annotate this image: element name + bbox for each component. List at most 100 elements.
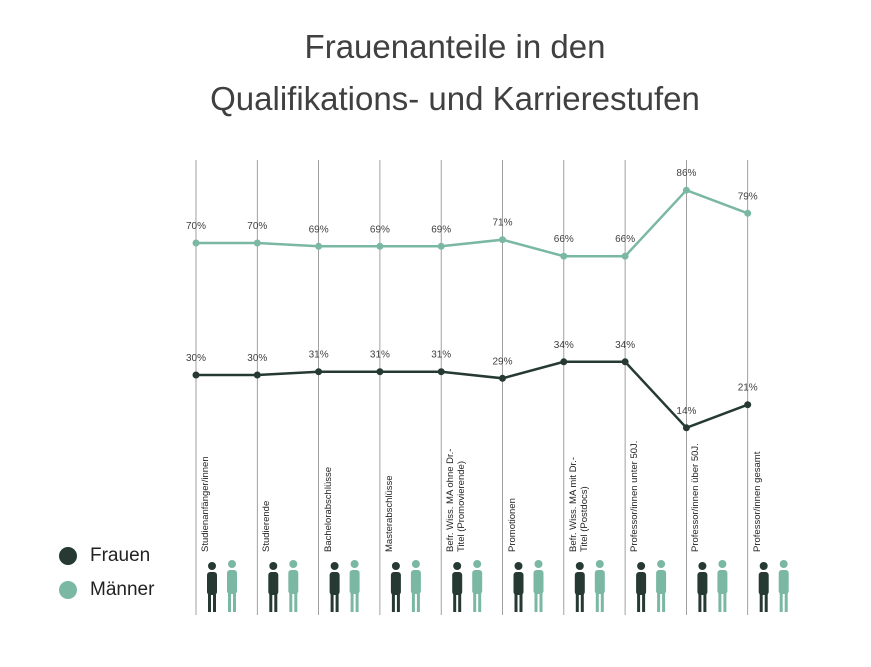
point xyxy=(315,242,323,250)
figure xyxy=(718,592,722,612)
legend-marker xyxy=(59,581,77,599)
figure xyxy=(458,593,462,612)
point xyxy=(437,242,445,250)
figure xyxy=(718,560,727,568)
figure xyxy=(228,560,236,568)
value-label: 31% xyxy=(431,350,451,361)
figure xyxy=(411,560,420,568)
figure xyxy=(656,570,667,594)
point xyxy=(437,368,445,376)
value-label: 69% xyxy=(431,224,451,235)
value-label: 79% xyxy=(738,191,758,202)
figure xyxy=(208,562,216,570)
figure xyxy=(390,572,401,595)
x-tick-label: Studienanfänger/innen xyxy=(200,456,211,552)
figure xyxy=(513,572,524,595)
figure xyxy=(330,562,339,570)
figure xyxy=(759,593,763,612)
line xyxy=(196,360,749,430)
figure xyxy=(580,593,584,612)
value-label: 21% xyxy=(738,383,758,394)
figure xyxy=(453,593,457,612)
point xyxy=(376,368,384,376)
figure xyxy=(410,570,421,594)
point xyxy=(253,239,261,247)
x-tick-label: Befr. Wiss. MA mit Dr.-Titel (Postdocs) xyxy=(567,456,590,552)
figure xyxy=(349,570,360,594)
chart-title: Frauenanteile in den xyxy=(305,28,606,65)
figure xyxy=(233,592,236,612)
figure xyxy=(274,593,278,612)
figure xyxy=(514,593,518,612)
value-label: 31% xyxy=(309,350,329,361)
figure xyxy=(784,592,788,612)
figure xyxy=(416,592,420,612)
figure xyxy=(637,593,641,612)
figure xyxy=(662,592,666,612)
x-tick-label: Professor/innen unter 50J. xyxy=(629,440,641,552)
figure xyxy=(335,593,339,612)
legend-label: Frauen xyxy=(90,545,150,566)
point xyxy=(682,186,690,194)
figure xyxy=(411,592,415,612)
figure xyxy=(294,592,298,612)
legend-label: Männer xyxy=(90,579,155,600)
figure xyxy=(758,572,769,595)
figure xyxy=(208,593,211,612)
figure xyxy=(472,570,483,594)
value-label: 86% xyxy=(676,168,696,179)
x-tick-label: Promotionen xyxy=(506,498,518,552)
figure xyxy=(228,592,231,612)
figure xyxy=(452,572,463,595)
value-label: 31% xyxy=(370,350,390,361)
point xyxy=(560,358,568,366)
value-label: 69% xyxy=(309,224,329,235)
value-label: 14% xyxy=(676,406,696,417)
figure xyxy=(595,560,604,568)
figure xyxy=(473,560,482,568)
figure xyxy=(227,570,237,594)
value-label: 66% xyxy=(615,234,635,245)
point xyxy=(499,374,506,382)
point xyxy=(621,252,629,260)
value-label: 34% xyxy=(615,340,635,351)
figure xyxy=(213,593,216,612)
figure xyxy=(600,592,604,612)
x-tick-label: Bachelorabschlüsse xyxy=(322,466,334,552)
x-tick-label: Masterabschlüsse xyxy=(383,475,395,552)
figure xyxy=(534,592,538,612)
line xyxy=(196,188,749,258)
figure xyxy=(697,572,708,595)
point xyxy=(560,252,568,260)
x-tick-label: Befr. Wiss. MA ohne Dr.-Titel (Promovier… xyxy=(445,448,468,552)
figure xyxy=(778,570,789,594)
figure xyxy=(698,593,702,612)
figure xyxy=(703,593,707,612)
x-tick-label: Studierende xyxy=(261,500,273,552)
x-tick-label: Professor/innen über 50J. xyxy=(690,443,702,552)
figure xyxy=(637,562,646,570)
point xyxy=(621,358,629,366)
chart-title: Qualifikations- und Karrierestufen xyxy=(210,80,700,117)
figure xyxy=(698,562,707,570)
point xyxy=(376,242,384,250)
figure xyxy=(636,572,647,595)
figure xyxy=(207,572,217,595)
figure xyxy=(717,570,728,594)
figure xyxy=(355,592,359,612)
point xyxy=(744,209,752,217)
point xyxy=(682,424,690,432)
figure xyxy=(288,570,299,594)
figure xyxy=(642,593,646,612)
figure xyxy=(594,570,605,594)
figure xyxy=(514,562,523,570)
figure xyxy=(289,592,293,612)
point xyxy=(253,371,261,379)
figure xyxy=(759,562,768,570)
x-tick-label: Professor/innen gesamt xyxy=(751,451,763,552)
figure xyxy=(391,562,400,570)
figure xyxy=(657,560,666,568)
value-label: 34% xyxy=(554,340,574,351)
